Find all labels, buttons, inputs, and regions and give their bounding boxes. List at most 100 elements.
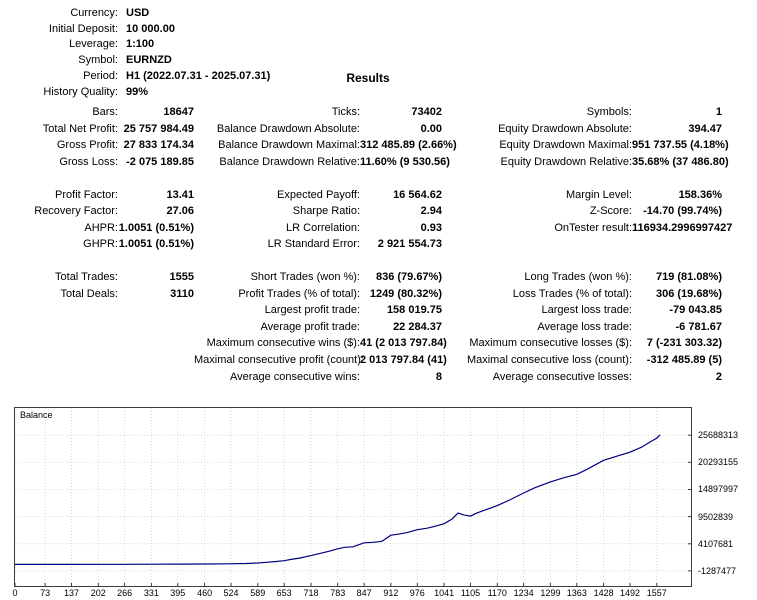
x-axis-label: 1041 bbox=[434, 588, 455, 598]
stat-value: 13.41 bbox=[166, 188, 194, 201]
stat-value: 116934.2996997427 bbox=[632, 221, 733, 234]
info-label: Symbol: bbox=[78, 54, 118, 67]
stat-label: Average loss trade: bbox=[537, 320, 632, 333]
stat-row: Profit Factor: 13.41 Expected Payoff: 16 56… bbox=[0, 186, 757, 203]
stat-row: Maximal consecutive profit (count): 2 013… bbox=[0, 352, 757, 369]
y-axis-label: 9502839 bbox=[698, 511, 734, 522]
y-axis-label: 25688313 bbox=[698, 430, 739, 441]
y-axis-label: 4107681 bbox=[698, 538, 734, 549]
results-title: Results bbox=[346, 71, 390, 85]
balance-chart: Balance bbox=[14, 407, 692, 587]
stats-group: Profit Factor: 13.41 Expected Payoff: 16 56… bbox=[0, 186, 757, 252]
stat-value: 1249 (80.32%) bbox=[369, 287, 442, 300]
x-axis-label: 524 bbox=[223, 588, 239, 598]
x-axis-label: 589 bbox=[250, 588, 266, 598]
stat-label: Symbols: bbox=[586, 106, 632, 119]
stat-label: Maximum consecutive losses ($): bbox=[469, 337, 632, 350]
stat-row: Recovery Factor: 27.06 Sharpe Ratio: 2.94 Z-… bbox=[0, 203, 757, 220]
stat-value: 73402 bbox=[411, 106, 442, 119]
y-axis-label: 20293155 bbox=[698, 457, 739, 468]
stat-label: Recovery Factor: bbox=[34, 205, 118, 218]
stat-row: Maximum consecutive wins ($): 41 (2 013 7… bbox=[0, 335, 757, 352]
stat-label: Balance Drawdown Relative: bbox=[219, 156, 360, 169]
stat-label: Balance Drawdown Maximal: bbox=[218, 139, 360, 152]
stats-group: Total Trades: 1555 Short Trades (won %): 8 3… bbox=[0, 269, 757, 385]
stats-group: Bars: 18647 Ticks: 73402 Symbols: 1 Total Net … bbox=[0, 104, 757, 170]
x-axis-label: 266 bbox=[117, 588, 133, 598]
stat-label: Long Trades (won %): bbox=[524, 271, 632, 284]
info-label: History Quality: bbox=[43, 85, 118, 98]
stat-value: -2 075 189.85 bbox=[126, 156, 194, 169]
info-value: 1:100 bbox=[126, 38, 155, 51]
account-info: Currency: USD Initial Deposit: 10 000.00… bbox=[0, 5, 270, 100]
stat-row: GHPR: 1.0051 (0.51%) LR Standard Error: 2 9… bbox=[0, 236, 757, 253]
stat-value: 1.0051 (0.51%) bbox=[118, 221, 194, 234]
stat-label: Profit Factor: bbox=[55, 188, 118, 201]
stat-value: 719 (81.08%) bbox=[655, 271, 722, 284]
stat-label: Expected Payoff: bbox=[277, 188, 360, 201]
stat-value: 22 284.37 bbox=[393, 320, 442, 333]
info-value: USD bbox=[126, 6, 150, 19]
stat-value: 11.60% (9 530.56) bbox=[360, 156, 450, 169]
stat-label: Gross Loss: bbox=[59, 156, 118, 169]
stat-value: 306 (19.68%) bbox=[655, 287, 722, 300]
stat-value: 2 013 797.84 (41) bbox=[360, 354, 447, 367]
stat-value: 18647 bbox=[163, 106, 194, 119]
x-axis-label: 0 bbox=[12, 588, 18, 598]
chart-plot-area bbox=[14, 408, 691, 586]
x-axis-label: 331 bbox=[143, 588, 159, 598]
stat-label: Bars: bbox=[92, 106, 118, 119]
stat-value: 0.00 bbox=[420, 122, 442, 135]
stat-label: Total Deals: bbox=[60, 287, 118, 300]
stat-label: Average consecutive wins: bbox=[229, 370, 360, 383]
stat-row: Total Trades: 1555 Short Trades (won %): 83… bbox=[0, 269, 757, 286]
x-axis-label: 460 bbox=[197, 588, 213, 598]
stat-value: 312 485.89 (2.66%) bbox=[360, 139, 457, 152]
stat-value: -14.70 (99.74%) bbox=[643, 205, 722, 218]
stat-label: LR Correlation: bbox=[286, 221, 360, 234]
stat-value: -6 781.67 bbox=[675, 320, 722, 333]
stat-label: Equity Drawdown Relative: bbox=[500, 156, 632, 169]
x-axis-label: 847 bbox=[356, 588, 372, 598]
stat-value: 1555 bbox=[169, 271, 194, 284]
x-axis-label: 1234 bbox=[513, 588, 534, 598]
stat-label: Equity Drawdown Maximal: bbox=[499, 139, 632, 152]
x-axis-label: 1428 bbox=[593, 588, 614, 598]
stat-value: 2 921 554.73 bbox=[377, 238, 442, 251]
stat-label: Total Trades: bbox=[55, 271, 118, 284]
stat-label: Largest profit trade: bbox=[264, 304, 360, 317]
stat-label: OnTester result: bbox=[554, 221, 632, 234]
stat-label: Margin Level: bbox=[565, 188, 632, 201]
stat-label: Equity Drawdown Absolute: bbox=[498, 122, 632, 135]
stat-value: 0.93 bbox=[420, 221, 442, 234]
x-axis-label: 1170 bbox=[487, 588, 507, 598]
stat-row: AHPR: 1.0051 (0.51%) LR Correlation: 0.93 On… bbox=[0, 220, 757, 237]
stat-label: Total Net Profit: bbox=[42, 122, 118, 135]
stat-value: 35.68% (37 486.80) bbox=[632, 156, 729, 169]
stat-value: -79 043.85 bbox=[669, 304, 722, 317]
x-axis-label: 912 bbox=[383, 588, 399, 598]
stat-label: Ticks: bbox=[331, 106, 360, 119]
stat-value: 394.47 bbox=[688, 122, 722, 135]
x-axis-label: 1363 bbox=[566, 588, 587, 598]
stat-label: Average consecutive losses: bbox=[492, 370, 632, 383]
stat-value: 2.94 bbox=[420, 205, 442, 218]
stat-label: Loss Trades (% of total): bbox=[512, 287, 632, 300]
x-axis-label: 1557 bbox=[646, 588, 667, 598]
stat-value: 1.0051 (0.51%) bbox=[118, 238, 194, 251]
stat-value: 1 bbox=[715, 106, 722, 119]
x-axis-label: 202 bbox=[90, 588, 106, 598]
y-axis-label: -1287477 bbox=[698, 565, 737, 576]
info-row-period: Period: H1 (2022.07.31 - 2025.07.31) bbox=[0, 68, 270, 84]
stat-value: 25 757 984.49 bbox=[123, 122, 194, 135]
chart-title: Balance bbox=[18, 410, 55, 420]
stat-label: Short Trades (won %): bbox=[250, 271, 360, 284]
stat-row: Average consecutive wins: 8 Average consec… bbox=[0, 368, 757, 385]
stat-label: Z-Score: bbox=[589, 205, 632, 218]
stat-row: Total Net Profit: 25 757 984.49 Balance Dr… bbox=[0, 121, 757, 138]
info-label: Initial Deposit: bbox=[48, 22, 118, 35]
x-axis-label: 73 bbox=[40, 588, 51, 598]
stat-value: 8 bbox=[435, 370, 442, 383]
x-axis-label: 1492 bbox=[619, 588, 640, 598]
